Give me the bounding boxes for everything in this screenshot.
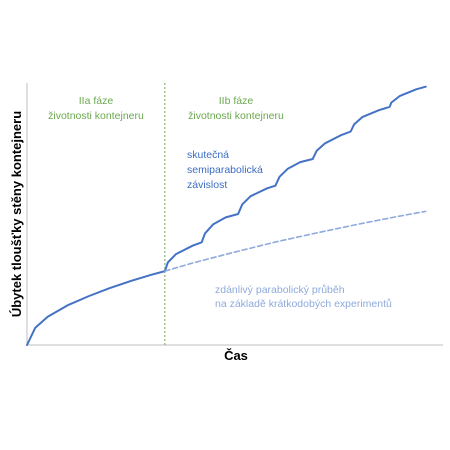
phase-iib-label-line-1: IIb fáze — [219, 95, 254, 107]
real-curve-label-line-2: semiparabolická — [187, 164, 263, 176]
apparent-curve-label-line-2: na základě krátkodobých experimentů — [215, 298, 392, 310]
apparent-curve-label-line-1: zdánlivý parabolický průběh — [215, 284, 345, 296]
phase-iia-label-line-1: IIa fáze — [79, 95, 114, 107]
phase-iia-label-line-2: životnosti kontejneru — [48, 110, 144, 122]
series-line-real — [163, 85, 427, 273]
real-curve-label-line-3: závislost — [187, 179, 227, 191]
series-line-base — [26, 270, 166, 346]
series-line-apparent — [164, 210, 427, 272]
x-axis-label: Čas — [224, 348, 248, 363]
y-axis-label: Úbytek tloušťky stěny kontejneru — [9, 111, 24, 317]
phase-iib-label-line-2: životnosti kontejneru — [188, 110, 284, 122]
real-curve-label-line-1: skutečná — [187, 149, 229, 161]
series-layer — [26, 85, 427, 346]
